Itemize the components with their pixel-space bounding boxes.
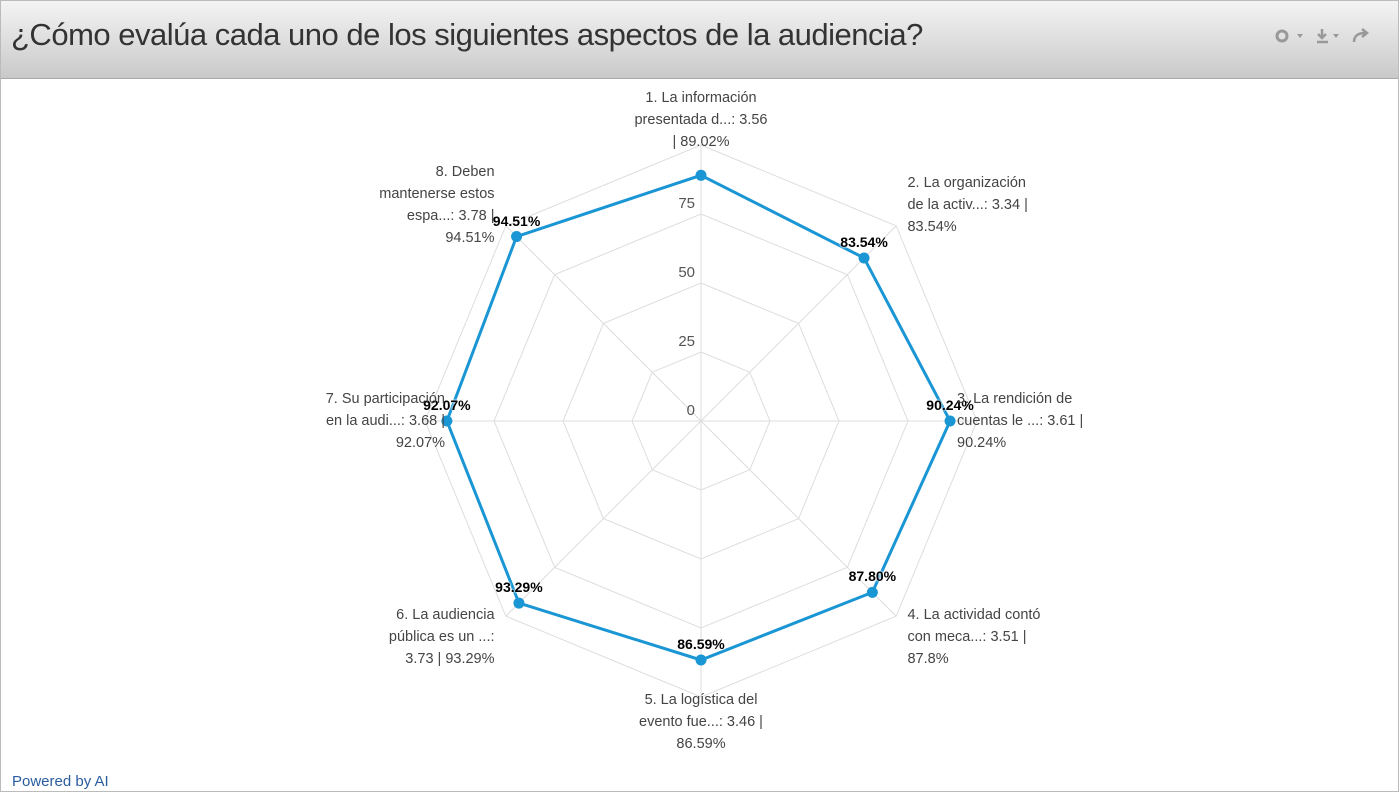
data-label: 94.51% <box>492 212 541 229</box>
footer-link[interactable]: Powered by AI <box>12 773 109 790</box>
share-icon[interactable] <box>1352 28 1370 43</box>
category-label: 1. La información presentada d...: 3.56 … <box>634 90 768 150</box>
data-point <box>866 586 878 598</box>
category-label: 4. La actividad contó con meca...: 3.51 … <box>907 607 1041 668</box>
data-point <box>944 415 956 427</box>
data-point <box>513 597 525 609</box>
data-label: 92.07% <box>423 397 471 413</box>
data-label: 87.80% <box>848 568 897 585</box>
settings-icon[interactable] <box>1275 29 1303 43</box>
data-point <box>441 415 453 427</box>
data-point <box>695 654 707 666</box>
y-tick-label: 75 <box>678 195 695 212</box>
toolbar <box>1275 28 1370 44</box>
category-label: 8. Deben mantenerse estos espa...: 3.78 … <box>379 163 495 246</box>
y-tick-label: 25 <box>678 333 695 350</box>
spoke <box>505 225 702 422</box>
category-label: 7. Su participación en la audi...: 3.68 … <box>325 391 445 451</box>
data-point <box>511 231 523 243</box>
data-label: 83.54% <box>840 233 888 250</box>
title-bar: ¿Cómo evalúa cada uno de los siguientes … <box>1 1 1398 79</box>
y-tick-label: 50 <box>678 264 695 281</box>
category-label: 6. La audiencia pública es un ...: 3.73 … <box>388 607 495 668</box>
data-point <box>695 169 707 181</box>
category-label: 3. La rendición de cuentas le ...: 3.61 … <box>957 391 1084 451</box>
spoke <box>505 420 702 617</box>
data-label: 86.59% <box>677 635 725 652</box>
spoke <box>700 420 897 617</box>
data-label: 93.29% <box>495 579 543 596</box>
category-label: 2. La organización de la activ...: 3.34 … <box>907 174 1028 235</box>
panel-title: ¿Cómo evalúa cada uno de los siguientes … <box>11 17 923 52</box>
category-label: 5. La logística del evento fue...: 3.46 … <box>639 692 763 752</box>
data-label: 90.24% <box>926 397 974 413</box>
y-tick-label: 0 <box>687 402 695 419</box>
download-icon[interactable] <box>1317 29 1339 44</box>
data-point <box>858 252 870 264</box>
